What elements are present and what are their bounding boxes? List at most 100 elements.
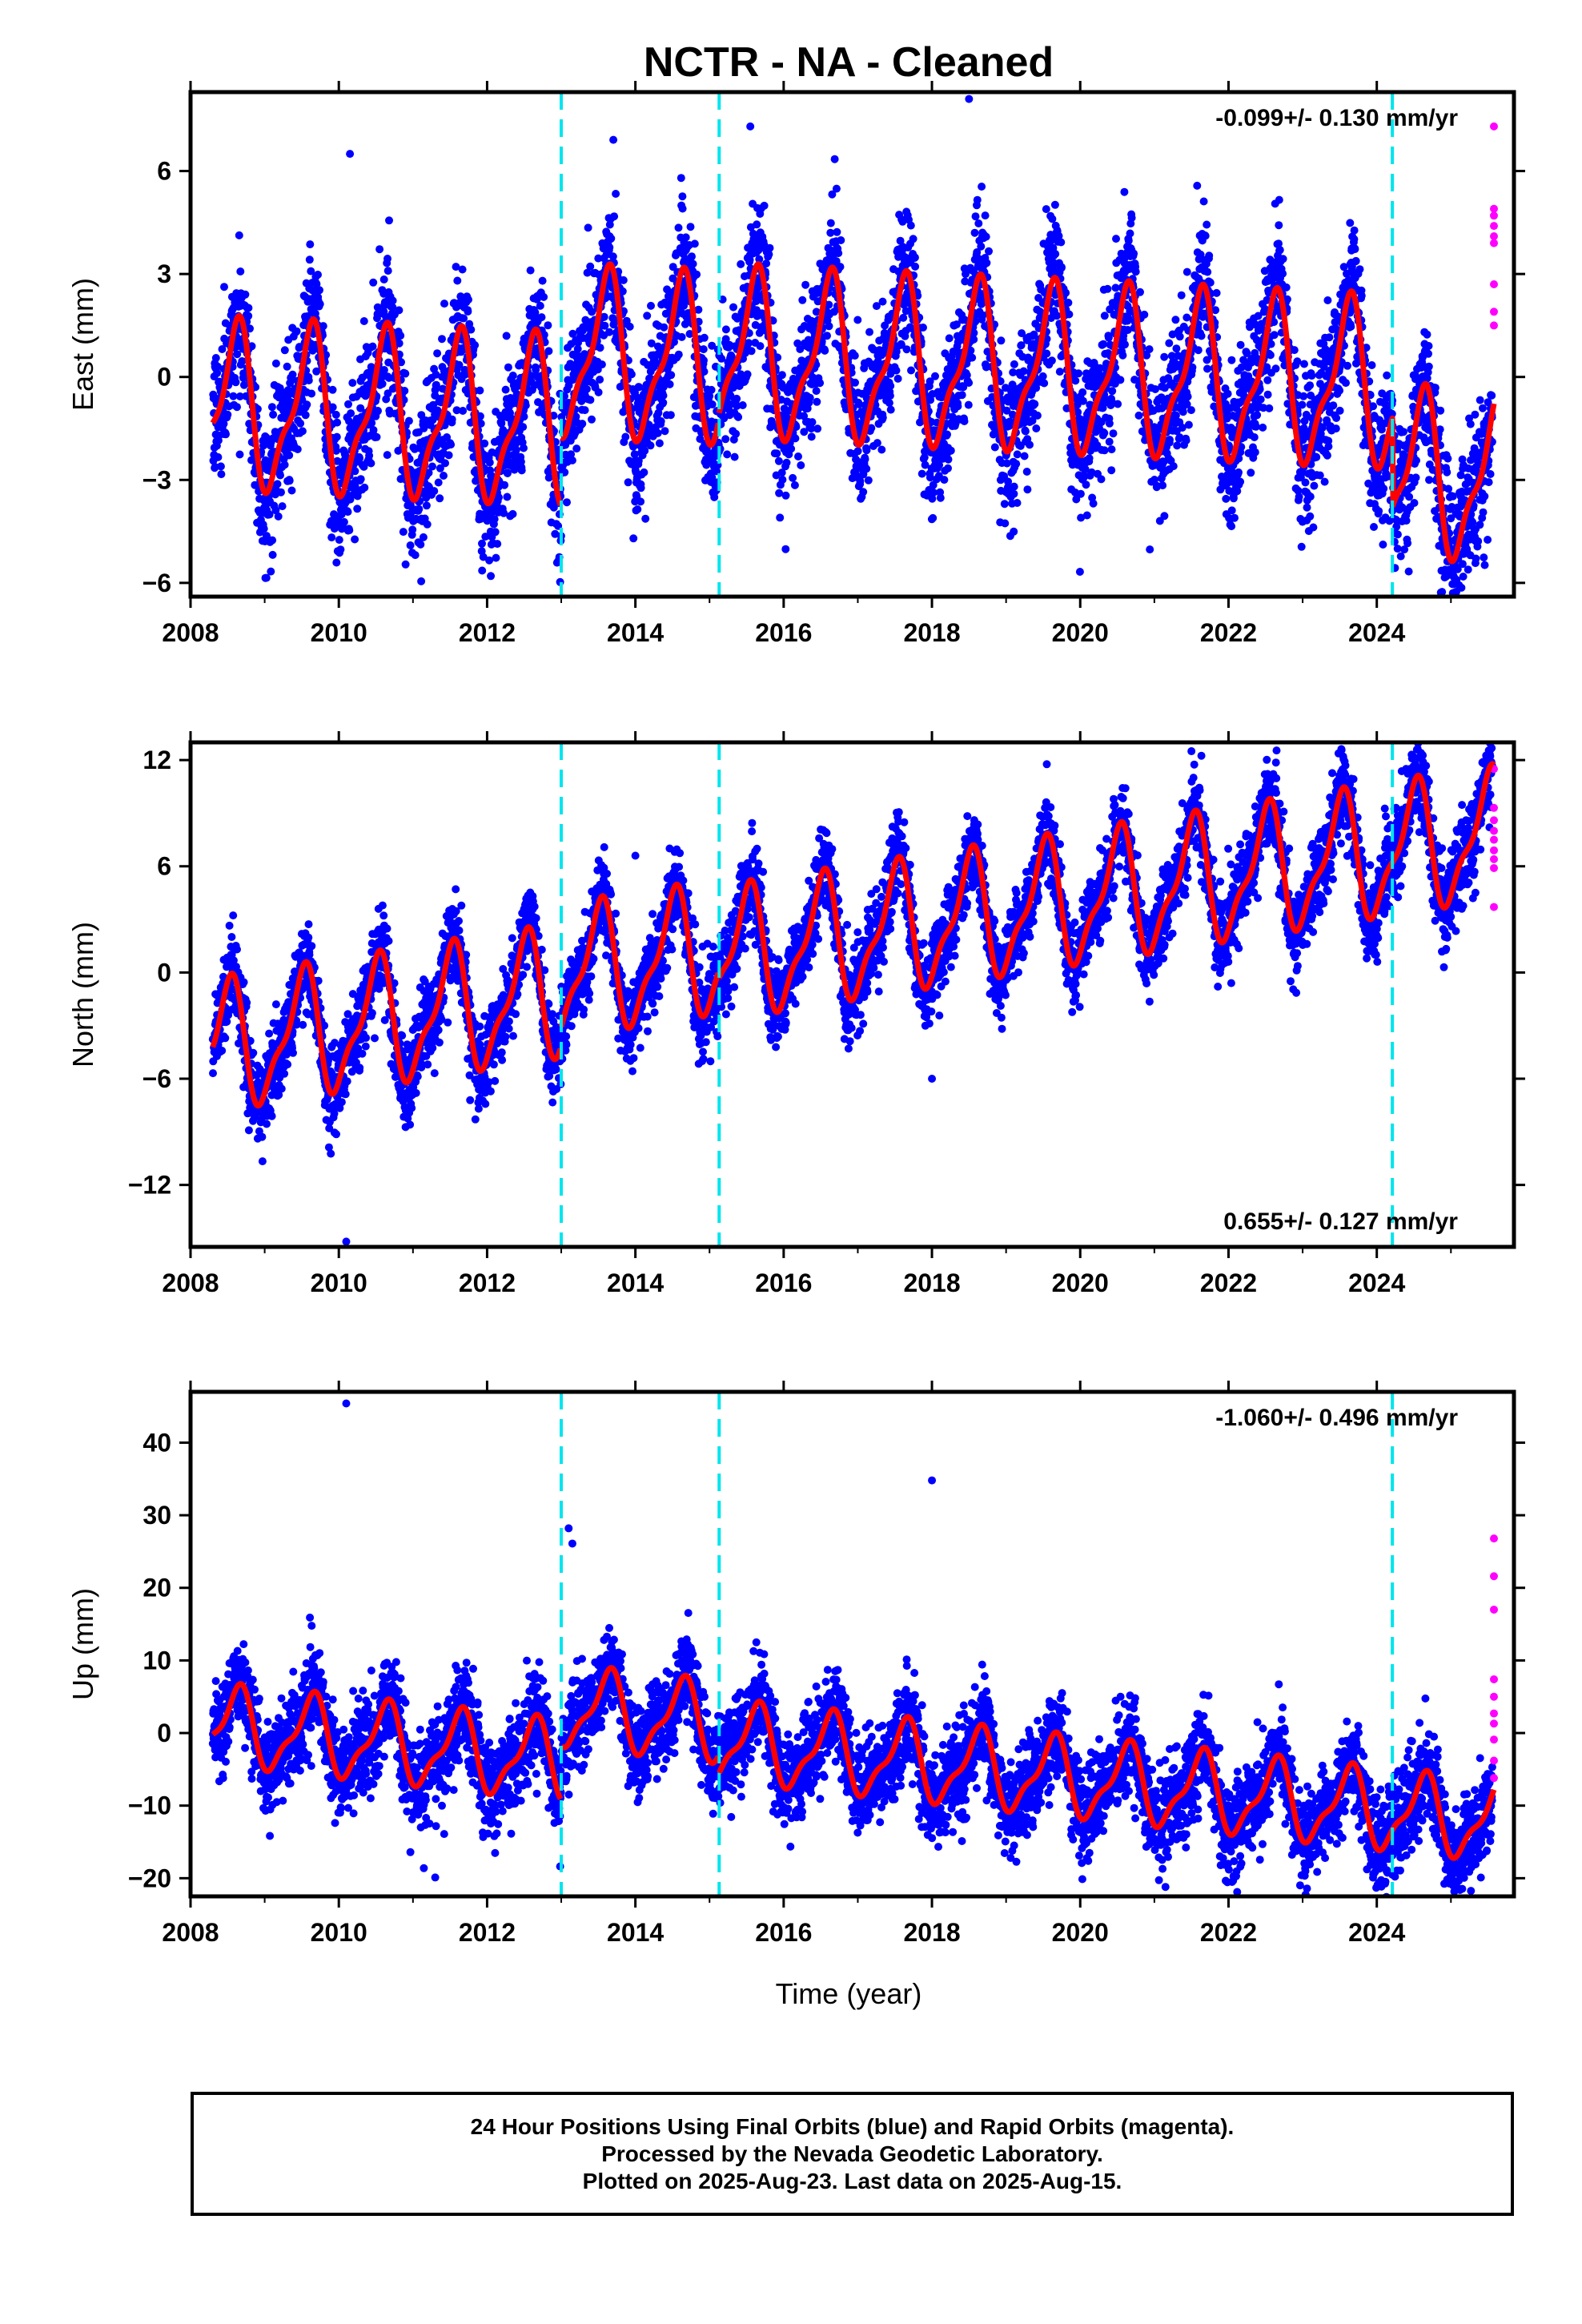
- data-point: [369, 279, 377, 287]
- data-point: [285, 452, 293, 460]
- data-point: [945, 456, 953, 464]
- data-point: [837, 263, 845, 271]
- data-point: [400, 528, 408, 536]
- data-point: [778, 371, 786, 379]
- data-point: [677, 174, 685, 182]
- data-point: [851, 352, 859, 360]
- data-point: [1106, 438, 1114, 446]
- data-point: [1051, 250, 1059, 258]
- data-point: [332, 559, 340, 567]
- data-point: [1078, 388, 1086, 396]
- data-point: [744, 370, 752, 378]
- data-point: [319, 322, 327, 330]
- data-point: [833, 185, 841, 193]
- data-point: [700, 356, 708, 364]
- data-point: [460, 315, 468, 323]
- data-point: [833, 228, 841, 236]
- data-point: [1077, 490, 1085, 498]
- data-point: [982, 211, 990, 219]
- data-point: [453, 277, 461, 285]
- data-point: [1170, 462, 1178, 470]
- data-point: [1083, 512, 1091, 520]
- data-point: [578, 420, 586, 428]
- data-point: [813, 424, 821, 432]
- data-point: [968, 354, 976, 362]
- gps-timeseries-figure: NCTR - NA - Cleaned Time (year) 2008 2010…: [0, 0, 1582, 2324]
- data-point: [946, 334, 954, 342]
- data-point: [306, 255, 314, 263]
- data-point: [1010, 360, 1018, 368]
- data-point: [1051, 201, 1059, 209]
- data-point: [217, 462, 225, 470]
- data-point: [1251, 448, 1259, 456]
- data-point: [1265, 404, 1273, 412]
- data-point: [721, 435, 729, 443]
- data-point: [823, 332, 831, 340]
- data-point: [1106, 420, 1114, 428]
- data-point: [1076, 568, 1084, 576]
- data-point: [688, 252, 696, 260]
- data-point: [1053, 312, 1061, 320]
- data-point: [929, 514, 937, 522]
- data-point: [504, 364, 512, 372]
- data-point: [360, 317, 368, 325]
- data-point: [441, 459, 449, 467]
- data-point: [965, 401, 973, 409]
- data-point: [214, 453, 222, 461]
- data-point: [834, 249, 842, 257]
- data-point: [678, 333, 686, 341]
- data-point: [873, 439, 881, 447]
- data-point: [1205, 251, 1213, 259]
- data-point: [1136, 288, 1144, 296]
- data-point: [293, 328, 301, 336]
- data-point: [879, 414, 887, 422]
- data-point: [701, 334, 709, 342]
- data-point: [327, 533, 335, 541]
- data-point: [806, 394, 814, 402]
- data-point: [267, 568, 275, 576]
- data-point: [244, 312, 252, 320]
- data-point: [296, 420, 304, 428]
- data-point: [1172, 344, 1180, 352]
- data-point: [710, 493, 718, 501]
- data-point: [731, 453, 739, 461]
- data-point: [415, 505, 423, 513]
- data-point: [586, 263, 594, 271]
- data-point: [693, 271, 701, 279]
- data-point: [384, 267, 392, 275]
- data-point: [544, 321, 552, 329]
- data-point: [761, 202, 769, 210]
- data-point: [723, 450, 731, 458]
- data-point: [1108, 445, 1116, 453]
- data-point: [476, 387, 484, 395]
- data-point: [609, 136, 617, 144]
- data-point: [909, 235, 917, 243]
- data-point: [647, 302, 655, 310]
- data-point: [1257, 396, 1265, 404]
- data-point: [903, 345, 911, 353]
- data-point: [212, 354, 220, 362]
- data-point: [395, 306, 403, 314]
- data-point: [856, 477, 864, 485]
- data-point: [977, 243, 985, 251]
- data-point: [1042, 350, 1050, 358]
- data-point: [729, 304, 737, 312]
- data-point: [380, 275, 388, 283]
- data-point: [277, 489, 285, 497]
- data-point: [1207, 279, 1215, 287]
- data-point: [837, 236, 845, 244]
- data-point: [628, 370, 636, 378]
- data-point: [965, 379, 973, 387]
- data-point: [974, 219, 982, 227]
- data-point: [626, 323, 634, 331]
- data-point: [732, 430, 740, 438]
- data-point: [1010, 528, 1018, 536]
- data-point: [607, 235, 615, 243]
- data-point: [1203, 221, 1211, 229]
- data-point: [471, 341, 479, 349]
- data-point: [1231, 514, 1239, 522]
- data-point: [1198, 332, 1206, 340]
- data-point: [944, 464, 952, 472]
- data-point: [1247, 468, 1255, 476]
- data-point: [794, 452, 802, 460]
